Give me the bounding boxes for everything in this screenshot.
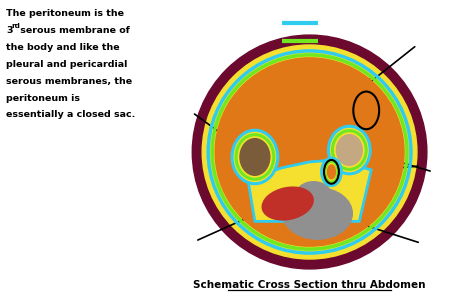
Text: serous membranes, the: serous membranes, the <box>6 77 133 86</box>
Ellipse shape <box>262 187 313 220</box>
Text: pleural and pericardial: pleural and pericardial <box>6 60 128 69</box>
Ellipse shape <box>328 126 370 174</box>
Ellipse shape <box>283 188 352 239</box>
Polygon shape <box>248 160 371 221</box>
Text: rd: rd <box>12 23 21 29</box>
Ellipse shape <box>337 135 362 165</box>
Circle shape <box>192 35 427 269</box>
Ellipse shape <box>240 139 270 175</box>
Ellipse shape <box>232 130 278 184</box>
Circle shape <box>215 58 404 246</box>
Text: the body and like the: the body and like the <box>6 43 120 52</box>
Ellipse shape <box>328 165 336 179</box>
Text: Peritoneal Cavity: Peritoneal Cavity <box>224 155 332 165</box>
Circle shape <box>202 45 417 259</box>
Text: essentially a closed sac.: essentially a closed sac. <box>6 110 136 119</box>
Ellipse shape <box>321 158 341 186</box>
Text: Schematic Cross Section thru Abdomen: Schematic Cross Section thru Abdomen <box>193 280 426 290</box>
Text: peritoneum is: peritoneum is <box>6 94 81 103</box>
Ellipse shape <box>296 182 331 210</box>
Text: 3: 3 <box>6 26 13 35</box>
Text: serous membrane of: serous membrane of <box>17 26 130 35</box>
Text: The peritoneum is the: The peritoneum is the <box>6 9 124 18</box>
